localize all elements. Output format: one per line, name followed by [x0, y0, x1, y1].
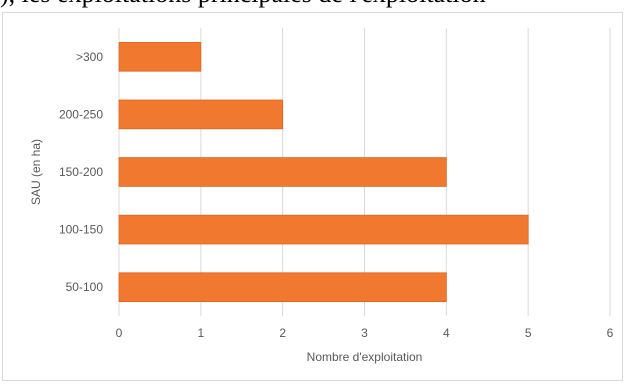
- bar->300: [118, 42, 202, 72]
- bar-50-100: [118, 272, 447, 302]
- y-tick-label: >300: [76, 50, 103, 64]
- x-tick-label: 0: [116, 326, 123, 340]
- y-tick-label: 100-150: [59, 223, 103, 237]
- x-tick-label: 3: [361, 326, 368, 340]
- x-tick-label: 5: [525, 326, 532, 340]
- y-tick-label: 200-250: [59, 107, 103, 121]
- y-tick-label: 150-200: [59, 165, 103, 179]
- bars: [118, 42, 529, 302]
- bar-150-200: [118, 157, 447, 187]
- y-tick-label: 50-100: [66, 280, 104, 294]
- y-tick-labels: 50-100 100-150 150-200 200-250 >300: [59, 50, 103, 294]
- x-axis-title: Nombre d'exploitation: [307, 350, 423, 364]
- y-axis-title: SAU (en ha): [29, 139, 43, 205]
- x-tick-label: 6: [607, 326, 614, 340]
- x-tick-label: 1: [197, 326, 204, 340]
- bar-200-250: [118, 99, 284, 130]
- bar-100-150: [118, 214, 529, 245]
- x-tick-label: 4: [443, 326, 450, 340]
- chart-frame: [2, 12, 623, 381]
- x-tick-label: 2: [279, 326, 286, 340]
- x-tick-labels: 0 1 2 3 4 5 6: [116, 326, 614, 340]
- cropped-header-text: ), les exploitations principales de l'ex…: [0, 0, 627, 9]
